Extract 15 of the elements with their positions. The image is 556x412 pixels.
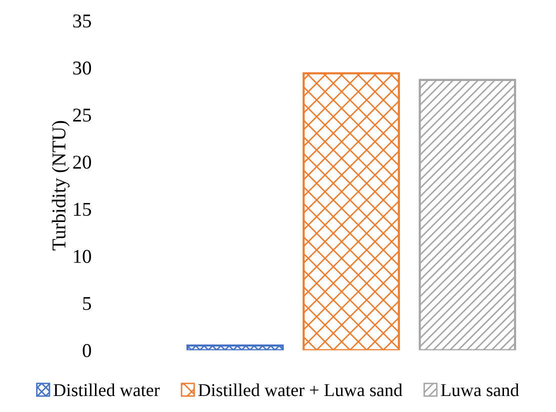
y-tick-label: 30 <box>73 62 92 75</box>
y-tick-label: 20 <box>73 156 92 169</box>
y-tick-label: 25 <box>73 108 91 122</box>
legend-label: Distilled water <box>54 383 160 396</box>
bar <box>302 72 400 350</box>
bar <box>186 344 284 350</box>
y-tick-label: 10 <box>74 250 92 263</box>
legend-label: Luwa sand <box>440 383 519 396</box>
y-tick-label: 5 <box>83 297 91 310</box>
bar <box>418 78 516 350</box>
y-tick-label: 15 <box>74 202 91 216</box>
y-axis-title: Turbidity (NTU) <box>52 120 70 250</box>
legend-label: Distilled water + Luwa sand <box>198 383 402 396</box>
y-tick-label: 35 <box>73 14 91 28</box>
y-tick-label: 0 <box>82 344 92 358</box>
